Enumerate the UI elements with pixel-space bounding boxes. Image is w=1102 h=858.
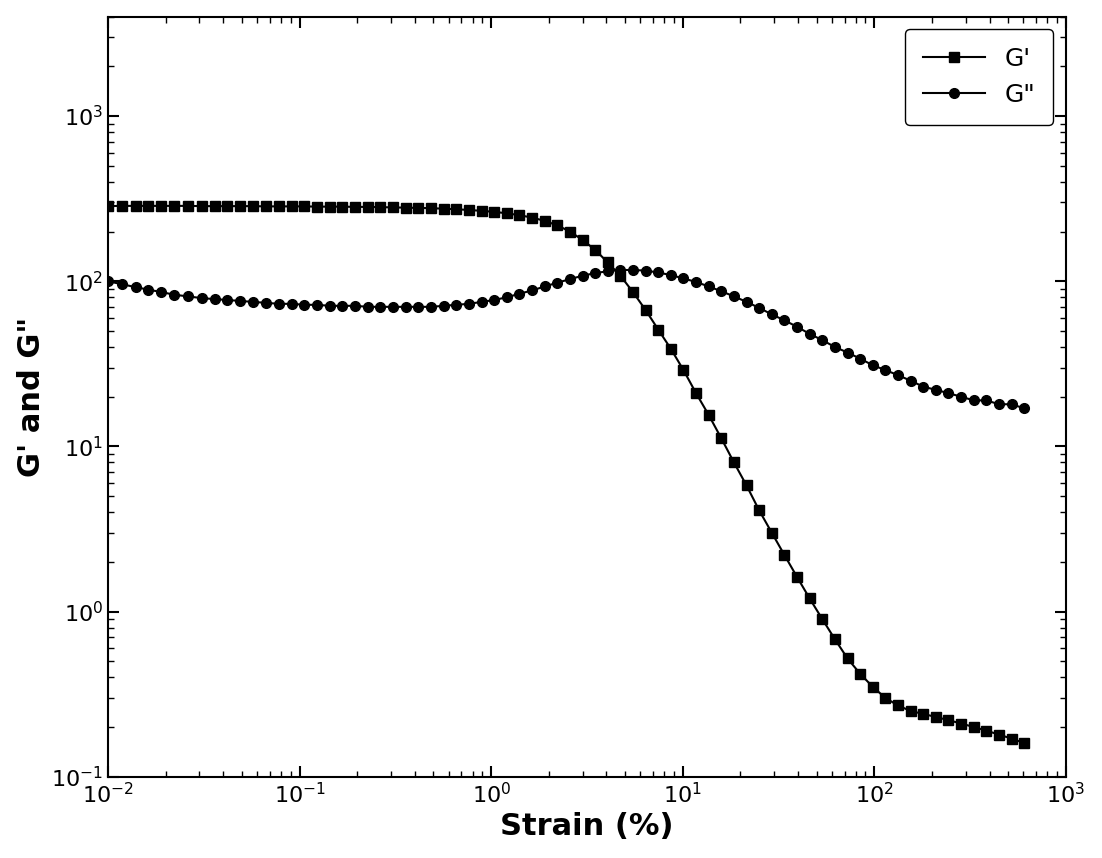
Line: G": G" (104, 265, 1029, 414)
G" (412, 302, 425, 312)
G" (878, 365, 892, 375)
G" (101, 276, 115, 287)
G" (904, 376, 917, 386)
Legend: G', G": G', G" (905, 29, 1054, 124)
G' (101, 201, 115, 211)
G' (116, 201, 129, 211)
G" (614, 265, 627, 275)
G' (424, 203, 437, 214)
G" (942, 388, 955, 398)
G' (904, 706, 917, 716)
G' (942, 715, 955, 725)
Line: G': G' (104, 201, 1029, 748)
G" (563, 274, 576, 284)
Y-axis label: G' and G": G' and G" (17, 317, 45, 477)
G' (1017, 738, 1030, 748)
G' (878, 692, 892, 703)
X-axis label: Strain (%): Strain (%) (500, 813, 673, 842)
G' (323, 202, 336, 212)
G" (1017, 403, 1030, 414)
G' (576, 235, 590, 245)
G" (310, 299, 323, 310)
